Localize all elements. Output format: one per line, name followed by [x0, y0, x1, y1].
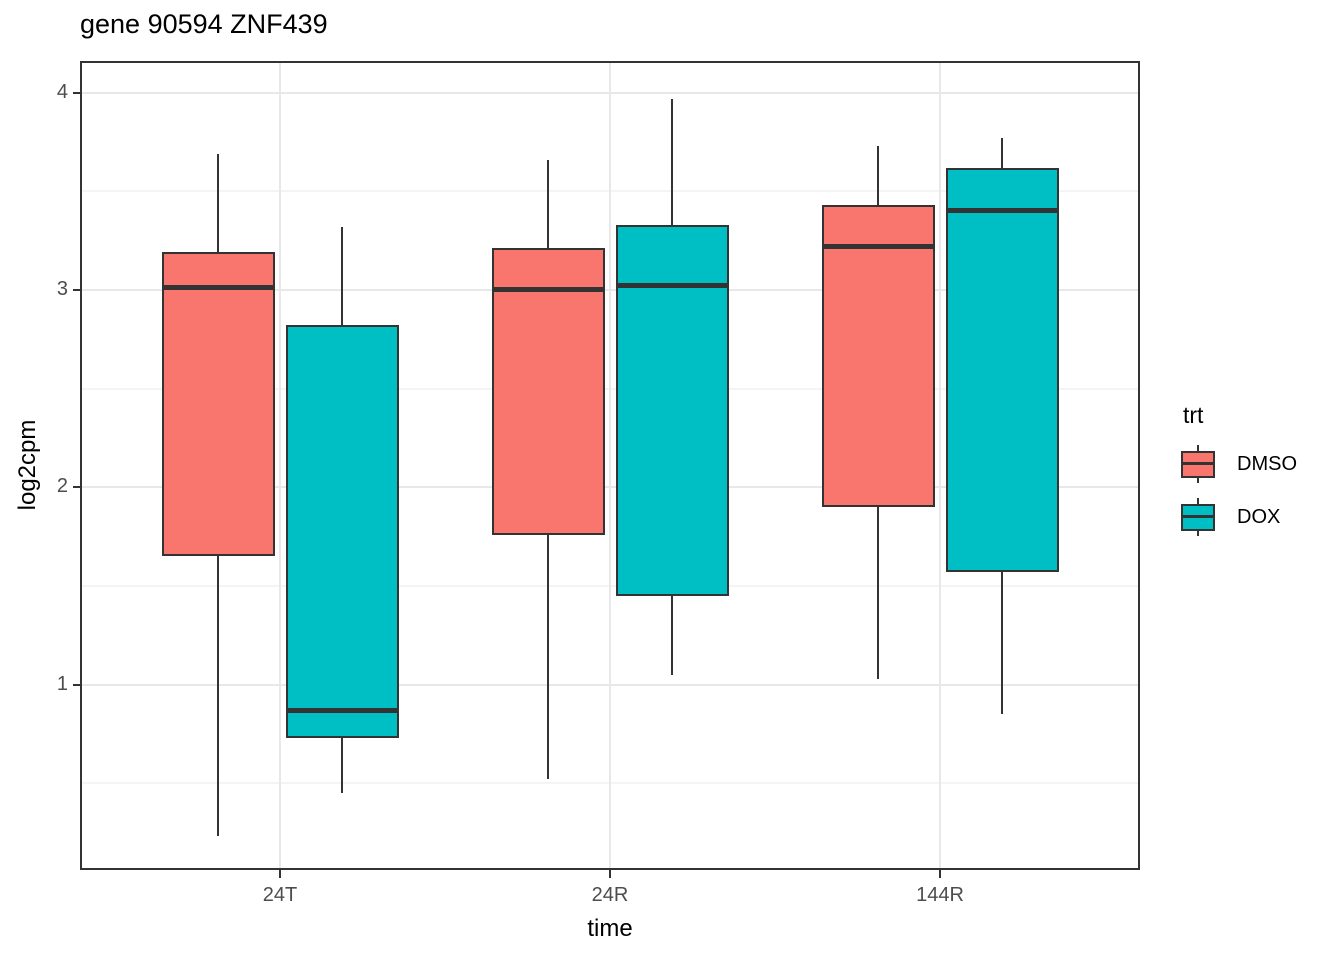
box-dmso-24t — [161, 252, 275, 557]
legend-title: trt — [1183, 402, 1204, 428]
plot-panel — [82, 63, 1138, 868]
gridline-vertical — [279, 63, 281, 868]
y-tick-label: 4 — [56, 80, 68, 103]
y-tick — [73, 91, 82, 94]
x-tick-label: 144R — [916, 884, 964, 906]
legend-key-median-icon — [1181, 462, 1215, 465]
x-tick — [939, 870, 941, 878]
legend-key-median-icon — [1181, 515, 1215, 518]
y-tick-label: 3 — [56, 277, 68, 300]
legend-label-dox: DOX — [1237, 505, 1281, 528]
box-dmso-24r — [491, 248, 605, 535]
median-dox-24r — [615, 283, 729, 289]
gridline-vertical — [609, 63, 611, 868]
x-tick-label: 24T — [262, 884, 298, 906]
median-dox-24t — [285, 707, 399, 713]
plot-title: gene 90594 ZNF439 — [80, 9, 328, 39]
median-dmso-24r — [491, 287, 605, 293]
x-axis-title: time — [587, 915, 633, 942]
box-dox-24r — [615, 224, 729, 596]
box-dox-24t — [285, 325, 399, 738]
legend-key-dmso — [1181, 445, 1215, 483]
legend: trt DMSO DOX — [1181, 402, 1297, 551]
legend-key-dox — [1181, 498, 1215, 536]
y-tick-label: 2 — [56, 475, 68, 498]
y-axis-title: log2cpm — [14, 419, 41, 511]
y-tick — [73, 486, 82, 489]
median-dmso-24t — [161, 285, 275, 291]
y-tick-label: 1 — [56, 672, 68, 695]
legend-label-dmso: DMSO — [1237, 452, 1297, 475]
y-tick — [73, 683, 82, 686]
x-tick-label: 24R — [591, 884, 629, 906]
box-dmso-144r — [821, 205, 935, 507]
median-dox-144r — [945, 208, 1059, 214]
box-dox-144r — [945, 167, 1059, 573]
gridline-vertical — [939, 63, 941, 868]
x-tick — [279, 870, 281, 878]
y-tick — [73, 288, 82, 291]
legend-entry-dox: DOX — [1181, 498, 1297, 536]
median-dmso-144r — [821, 243, 935, 249]
x-tick — [609, 870, 611, 878]
legend-entry-dmso: DMSO — [1181, 445, 1297, 483]
